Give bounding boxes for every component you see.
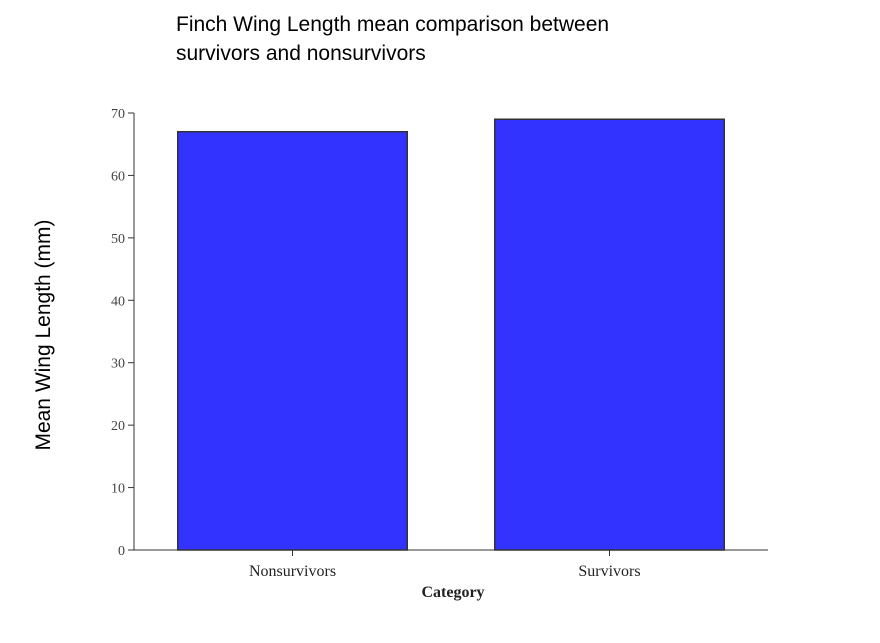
chart-title: Finch Wing Length mean comparison betwee… xyxy=(176,13,610,65)
y-tick-label: 0 xyxy=(118,544,125,559)
bar-nonsurvivors xyxy=(176,130,409,551)
bars-group xyxy=(176,118,726,551)
y-tick-label: 50 xyxy=(111,232,125,247)
x-axis-label: Category xyxy=(421,584,484,601)
y-tick-label: 70 xyxy=(111,107,125,122)
y-tick-label: 10 xyxy=(111,482,125,497)
y-axis: 0 10 20 30 40 50 60 70 xyxy=(111,107,135,559)
x-tick-label: Survivors xyxy=(578,563,640,580)
y-tick-label: 60 xyxy=(111,169,125,184)
y-tick-label: 20 xyxy=(111,419,125,434)
x-axis: Nonsurvivors Survivors xyxy=(134,549,768,580)
bar-survivors xyxy=(493,118,726,551)
y-tick-label: 40 xyxy=(111,294,125,309)
y-tick-label: 30 xyxy=(111,357,125,372)
x-tick-label: Nonsurvivors xyxy=(249,563,336,580)
